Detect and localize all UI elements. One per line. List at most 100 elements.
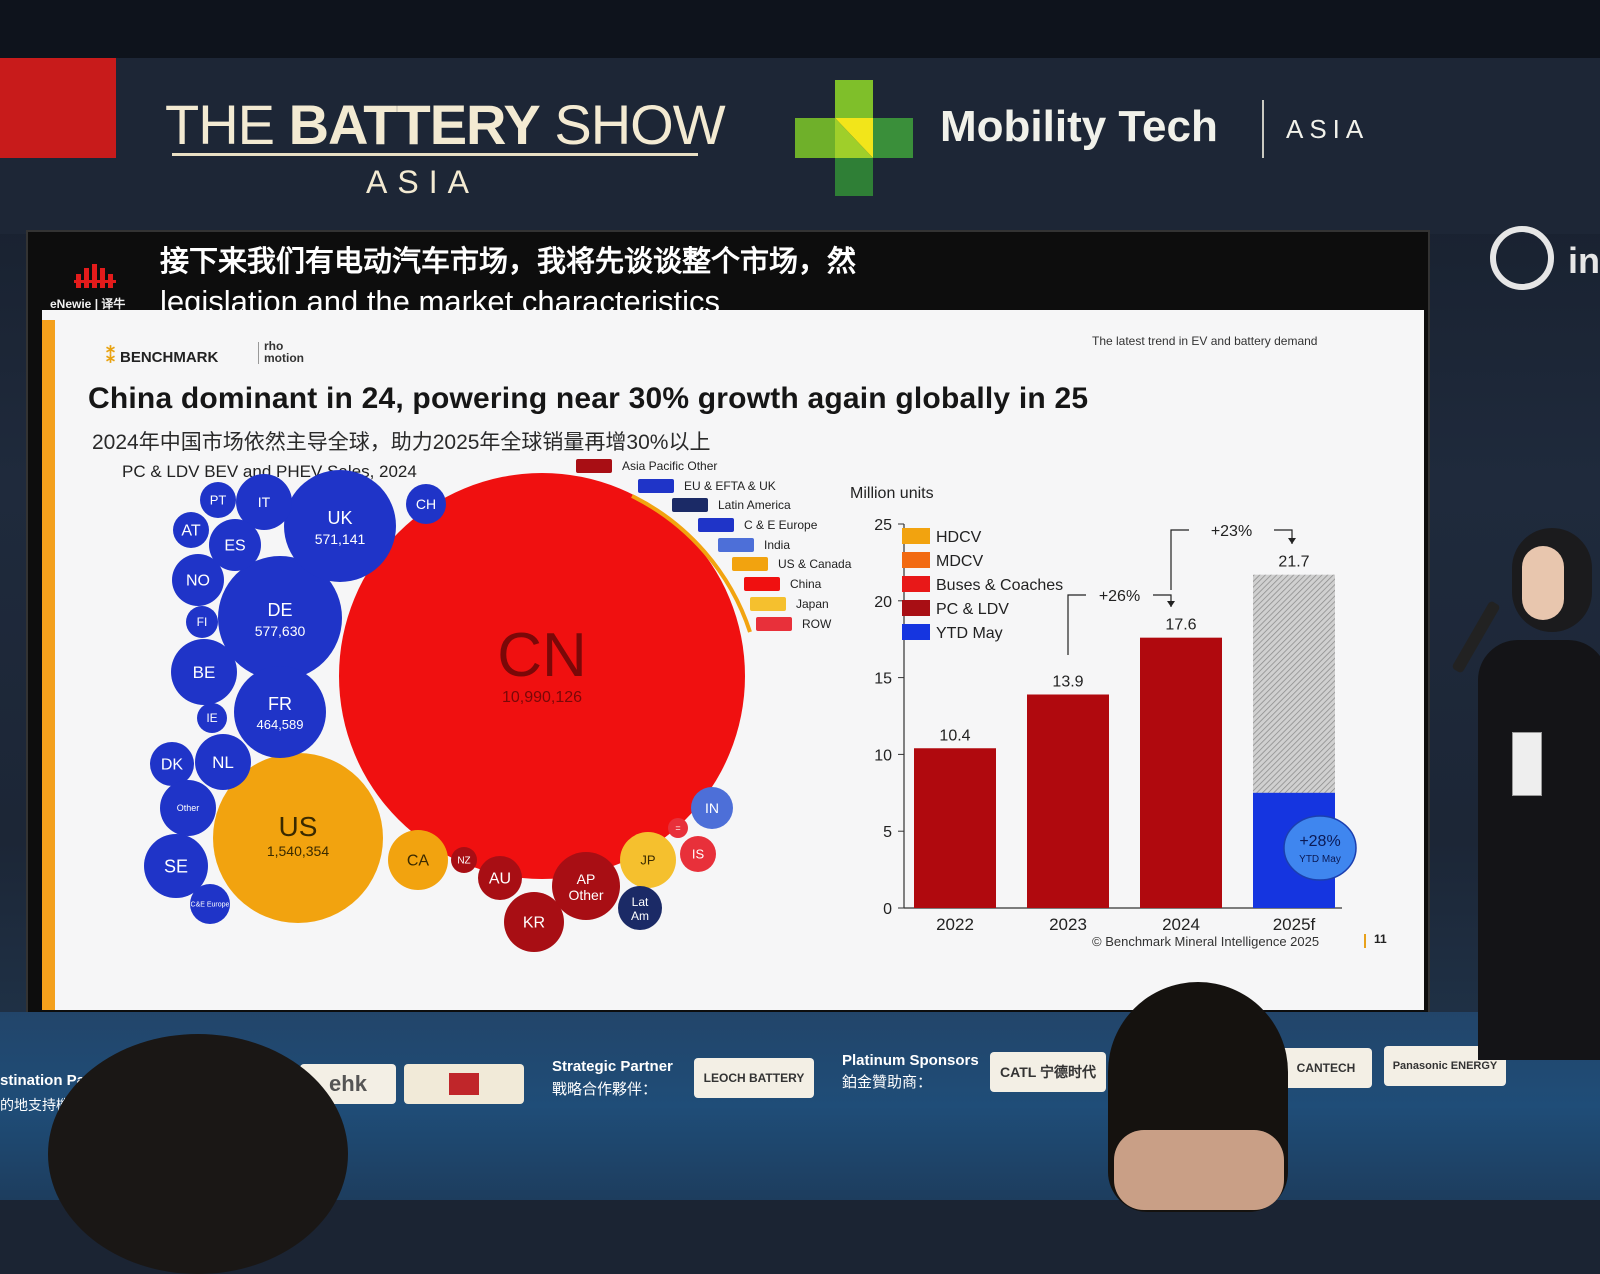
bubble-nz — [451, 847, 477, 873]
bubble-legend-swatch — [756, 617, 792, 631]
bubble-value: 1,540,354 — [267, 843, 329, 859]
bubble-no — [172, 554, 224, 606]
x-tick-label: 2023 — [1049, 915, 1087, 934]
strategic-partner-label-zh: 戰略合作夥伴： — [552, 1081, 658, 1098]
bubble-label: AP — [577, 871, 596, 887]
bubble-legend-label: Latin America — [718, 498, 791, 512]
bubble-value: 10,990,126 — [502, 689, 582, 706]
bubble-be — [171, 639, 237, 705]
bubble-legend-swatch — [576, 459, 612, 473]
bar-legend-swatch — [902, 576, 930, 592]
strategic-partner-label: Strategic Partner — [552, 1058, 673, 1075]
bar-2023 — [1027, 694, 1109, 908]
bubble-at — [173, 512, 209, 548]
bubble-in — [691, 787, 733, 829]
bubble-legend-label: C & E Europe — [744, 518, 818, 532]
bar-legend-label: PC & LDV — [936, 601, 1009, 618]
battery-show-underline — [172, 153, 698, 156]
bubble-legend-label: India — [764, 538, 790, 552]
bubble-label: SE — [164, 856, 188, 876]
cantech-logo: CANTECH — [1280, 1048, 1372, 1088]
enewie-brand: eNewie | 译牛 — [50, 297, 126, 311]
growth-2024-bracket-left — [1067, 594, 1086, 655]
benchmark-logo: ⁑ BENCHMARK — [106, 346, 219, 366]
bar-legend-swatch — [902, 624, 930, 640]
bar-chart: Million units 0 5 10 15 20 25 10.4 2022 13.9 2023 1… — [850, 485, 1357, 934]
bubble-label: JP — [640, 853, 655, 868]
bubble-label: Am — [631, 909, 649, 923]
bubble-jp — [620, 832, 676, 888]
bubble-value: 577,630 — [255, 623, 306, 639]
slide-title: China dominant in 24, powering near 30% … — [88, 382, 1089, 415]
ytd-growth-label: YTD May — [1299, 854, 1341, 865]
bubble-label: FR — [268, 694, 292, 714]
slide-accent-stripe — [42, 320, 55, 1010]
mobility-tech-divider — [1262, 100, 1264, 158]
presentation-slide: ⁑ BENCHMARK rho motion The latest trend i… — [42, 310, 1424, 1010]
bubble-label: UK — [327, 508, 352, 528]
platinum-sponsors-label: Platinum Sponsors — [842, 1052, 979, 1069]
banner-red-block — [0, 58, 116, 158]
bubble-value: 571,141 — [315, 531, 366, 547]
exhibitor-logo-text: in — [1568, 240, 1600, 281]
subtitle-line-chinese: 接下来我们有电动汽车市场，我将先谈谈整个市场，然 — [160, 246, 857, 278]
bubble-uk — [284, 470, 396, 582]
ytd-growth-badge — [1283, 815, 1357, 881]
y-tick-label: 20 — [874, 594, 892, 611]
presenter-body — [1478, 640, 1600, 1060]
bubble-other — [160, 780, 216, 836]
slide-header-note: The latest trend in EV and battery deman… — [1092, 334, 1318, 348]
y-tick-label: 10 — [874, 747, 892, 764]
bar-legend-label: Buses & Coaches — [936, 577, 1063, 594]
growth-2025-bracket-left — [1170, 529, 1189, 590]
presenter-badge — [1512, 732, 1542, 796]
bubble-legend-label: US & Canada — [778, 557, 852, 571]
bubble-label: = — [675, 823, 680, 833]
bar-legend-label: MDCV — [936, 553, 983, 570]
bar-legend-label: HDCV — [936, 529, 982, 546]
bar-legend-swatch — [902, 528, 930, 544]
bubble-kr — [504, 892, 564, 952]
slide-footer: © Benchmark Mineral Intelligence 2025 — [1092, 934, 1320, 949]
bubble-legend-swatch — [744, 577, 780, 591]
bubble-legend-label: EU & EFTA & UK — [684, 479, 776, 493]
bubble-label: PT — [210, 493, 227, 508]
bubble-label: CA — [407, 853, 430, 870]
bubble-legend-label: ROW — [802, 617, 832, 631]
bubble-cn — [339, 473, 745, 879]
bubble-ap-other — [552, 852, 620, 920]
bar-legend-swatch — [902, 552, 930, 568]
bubble-label: DE — [267, 600, 292, 620]
bubble-- — [668, 818, 688, 838]
bubble-label: CH — [416, 496, 436, 512]
slide-subtitle-chinese: 2024年中国市场依然主导全球，助力2025年全球销量再增30%以上 — [92, 431, 711, 454]
bubble-se — [144, 834, 208, 898]
enewie-logo-icon — [74, 264, 116, 288]
bubble-de — [218, 556, 342, 680]
bubble-label: IS — [692, 847, 705, 862]
bubble-au — [478, 856, 522, 900]
rho-motion-logo: rho motion — [264, 339, 304, 365]
bubble-label: KR — [523, 915, 545, 932]
bubble-legend-swatch — [638, 479, 674, 493]
y-tick-label: 5 — [883, 824, 892, 841]
bubble-legend-label: China — [790, 577, 822, 591]
y-tick-label: 25 — [874, 517, 892, 534]
bubble-dk — [150, 742, 194, 786]
y-tick-label: 0 — [883, 901, 892, 918]
bubble-legend-label: Asia Pacific Other — [622, 459, 717, 473]
bubble-legend-swatch — [718, 538, 754, 552]
growth-2025-bracket-right — [1274, 529, 1293, 544]
bar-2024 — [1140, 637, 1222, 908]
ytd-growth-value: +28% — [1299, 833, 1340, 850]
bubble-label: ES — [224, 538, 245, 555]
growth-2024-label: +26% — [1099, 588, 1140, 605]
bubble-label: Other — [568, 887, 603, 903]
bar-legend-label: YTD May — [936, 625, 1003, 642]
bubble-nl — [195, 734, 251, 790]
bar-legend-swatch — [902, 600, 930, 616]
bubble-es — [209, 519, 261, 571]
bubble-it — [236, 474, 292, 530]
y-axis-title: Million units — [850, 485, 934, 502]
